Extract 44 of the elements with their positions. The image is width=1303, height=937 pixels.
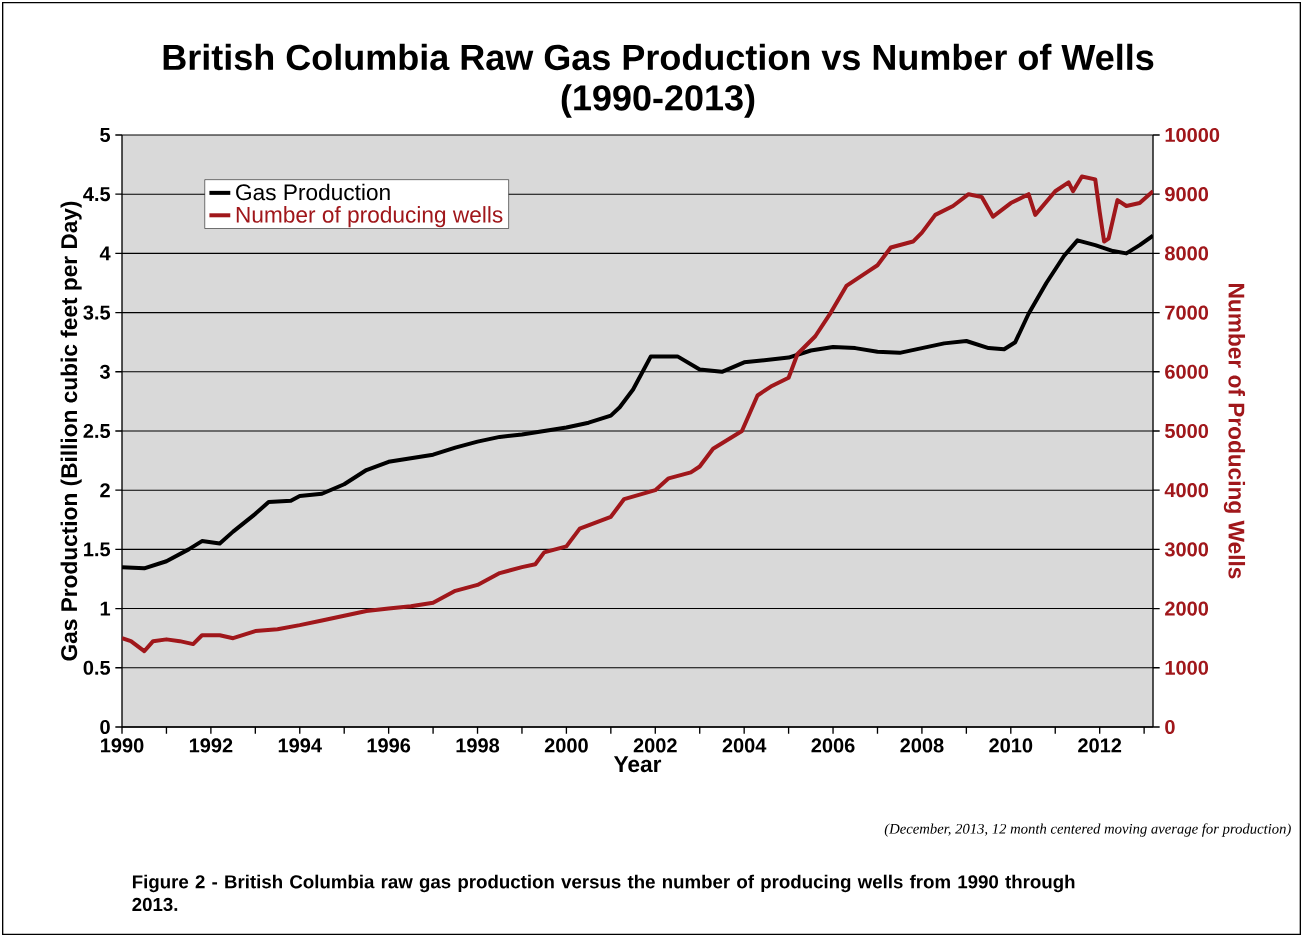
y2-tick-label: 3000: [1164, 542, 1209, 557]
y-tick-label: 1.5: [84, 542, 111, 557]
y2-tick-label: 0: [1165, 719, 1175, 735]
y-tick-label: 1: [100, 601, 111, 616]
chart-title: British Columbia Raw Gas Production vs Number of Wells: [163, 43, 1154, 71]
x-tick-label: 1998: [456, 738, 500, 753]
y2-tick-label: 1000: [1165, 660, 1209, 675]
x-tick-label: 1992: [189, 738, 233, 753]
legend-label: Number of producing wells: [236, 206, 503, 228]
x-axis-title: Year: [613, 756, 662, 773]
y-tick-label: 0: [100, 719, 110, 735]
y-tick-label: 0.5: [83, 660, 111, 675]
x-tick-label: 2000: [544, 738, 588, 753]
chart-subtitle: (1990-2013): [561, 84, 755, 118]
y-tick-label: 2: [100, 483, 110, 498]
x-tick-label: 2004: [722, 738, 767, 753]
x-tick-label: 1990: [101, 738, 144, 753]
legend-label: Gas Production: [236, 183, 390, 201]
x-tick-label: 2008: [900, 738, 944, 753]
y-axis-title: Gas Production (Billion cubic feet per Day): [60, 201, 82, 661]
y2-tick-label: 7000: [1165, 305, 1209, 320]
y-tick-label: 4: [99, 246, 111, 261]
y2-tick-label: 2000: [1165, 601, 1209, 616]
x-tick-label: 2010: [989, 738, 1033, 753]
line-series: [122, 174, 1154, 654]
x-tick-label: 1994: [278, 738, 322, 753]
x-tick-label: 2006: [811, 738, 855, 753]
y2-tick-label: 10000: [1165, 127, 1220, 143]
y2-tick-label: 4000: [1164, 483, 1209, 498]
y2-axis-title: Number of Producing Wells: [1223, 284, 1246, 579]
y-tick-label: 5: [100, 128, 111, 142]
y2-tick-label: 5000: [1164, 423, 1209, 439]
x-tick-label: 2002: [633, 738, 677, 753]
text: (December, 2013, 12 month centered moving average for production): [884, 823, 1291, 837]
y-tick-label: 3: [99, 364, 110, 379]
y2-tick-label: 6000: [1165, 364, 1209, 379]
y-tick-label: 4.5: [83, 187, 111, 202]
y2-tick-label: 9000: [1165, 187, 1209, 202]
y-tick-label: 3.5: [83, 305, 111, 320]
x-tick-label: 2012: [1078, 738, 1122, 753]
x-tick-label: 1996: [367, 738, 411, 753]
y2-tick-label: 8000: [1165, 246, 1209, 261]
y-tick-label: 2.5: [83, 423, 111, 439]
caption: Figure 2 - British Columbia raw gas production versus the number of producing wells from 1990 through 2013.: [132, 874, 1075, 912]
